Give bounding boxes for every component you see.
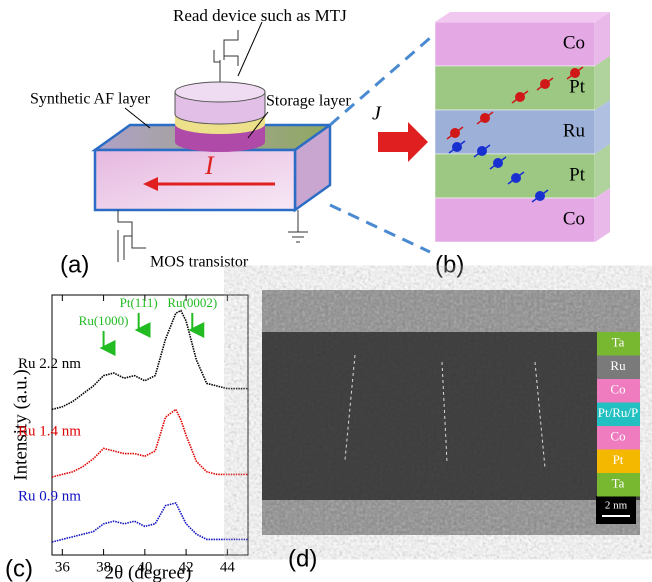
series-label: Ru 0.9 nm [18, 488, 81, 504]
layer-label: Co [563, 208, 585, 229]
af-layer-label: Synthetic AF layer [30, 91, 151, 108]
current-label: J [372, 103, 382, 125]
x-tick-label: 40 [137, 559, 152, 575]
series-line [52, 409, 248, 477]
x-tick-label: 44 [220, 559, 236, 575]
layer-label: Ru [563, 120, 586, 141]
panel-label: (b) [435, 251, 464, 278]
panel-label: (c) [5, 555, 33, 582]
leader [238, 22, 262, 76]
layer-label: Pt [569, 164, 586, 185]
layer-top [435, 12, 610, 22]
storage-label: Storage layer [266, 93, 352, 110]
series-label: Ru 1.4 nm [18, 423, 81, 439]
layer-label: Co [610, 382, 625, 397]
panel-a: I Read device such as MTJ Synthetic AF l… [30, 6, 430, 278]
series-label: Ru 2.2 nm [18, 356, 81, 372]
read-device-label: Read device such as MTJ [173, 6, 347, 25]
current-arrow [378, 122, 428, 162]
figure: I Read device such as MTJ Synthetic AF l… [0, 0, 652, 582]
transistor-top [214, 30, 238, 82]
panel-d: 2 nm (d) Ta Ru Co Pt/Ru/P Co Pt Ta [262, 290, 640, 572]
layer-label: Ta [612, 476, 625, 491]
panel-b: J (b) Co Pt Ru Pt Co [372, 12, 610, 278]
layer-label: Pt/Ru/P [598, 405, 638, 420]
tem-band [262, 332, 640, 500]
panel-label: (a) [60, 251, 89, 278]
zoom-line [330, 205, 430, 252]
layer-label: Ru [610, 358, 626, 373]
plot-frame [52, 295, 248, 555]
annotation: Ru(0002) [167, 295, 217, 310]
current-label: I [204, 151, 215, 180]
transistor-bottom [118, 210, 146, 262]
x-tick-label: 36 [55, 559, 71, 575]
panel-label: (d) [288, 545, 317, 572]
cylinder-top [175, 82, 265, 102]
ground [288, 210, 308, 242]
x-tick-label: 42 [179, 559, 194, 575]
x-tick-label: 38 [96, 559, 111, 575]
layer-label: Pt [613, 452, 624, 467]
transistor-label: MOS transistor [150, 254, 249, 271]
layer-label: Pt [569, 76, 586, 97]
box-front [95, 150, 295, 210]
layer-label: Ta [612, 335, 625, 350]
annotation: Pt(111) [120, 295, 158, 310]
scale-bar-label: 2 nm [605, 500, 628, 512]
layer-label: Co [563, 32, 585, 53]
series-line [52, 503, 248, 542]
layer-label: Co [610, 429, 625, 444]
annotation: Ru(1000) [79, 313, 129, 328]
